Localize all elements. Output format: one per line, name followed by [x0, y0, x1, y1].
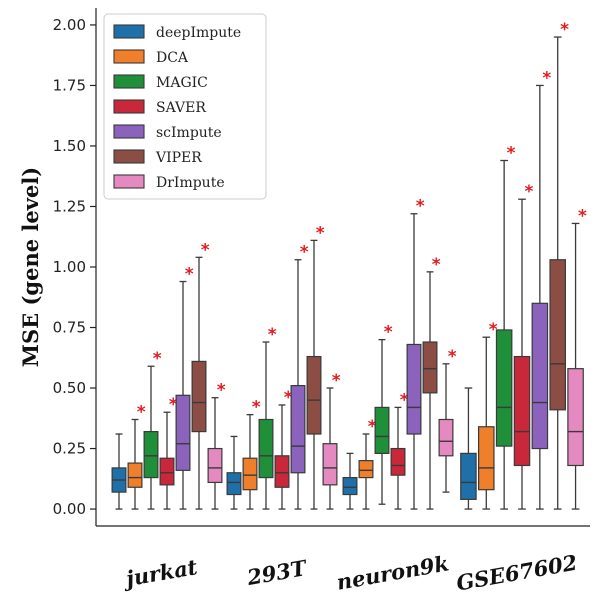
- significance-star: *: [316, 223, 325, 243]
- box-VIPER-293T: [306, 355, 322, 435]
- significance-star: *: [300, 243, 309, 263]
- x-category-label: neuron9k: [335, 550, 451, 594]
- legend-entry: DrImpute: [156, 175, 225, 191]
- box-MAGIC-neuron9k: [374, 406, 390, 454]
- significance-star: *: [448, 347, 457, 367]
- significance-star: *: [507, 143, 516, 163]
- box-scImpute-neuron9k: [406, 343, 422, 435]
- x-category-label: 293T: [244, 555, 309, 590]
- significance-star: *: [284, 388, 293, 408]
- significance-star: *: [368, 417, 377, 437]
- legend: deepImpute DCA MAGIC SAVER scImpute VIPER DrIm…: [103, 13, 267, 200]
- significance-star: *: [524, 182, 533, 202]
- box-deepImpute-neuron9k: [342, 476, 358, 496]
- box-VIPER-GSE67602: [549, 259, 566, 411]
- box-SAVER-neuron9k: [390, 447, 406, 476]
- legend-swatch: [113, 124, 145, 139]
- y-tick-label: 2.00: [53, 16, 86, 34]
- box-MAGIC-jurkat: [143, 430, 159, 479]
- legend-swatch: [113, 49, 145, 64]
- x-category-labels: jurkat 293T neuron9k GSE67602: [120, 550, 579, 596]
- legend-swatch: [113, 99, 145, 114]
- boxes: * * * * * * * * * * * * * * * * * * * * * * * *: [111, 20, 587, 510]
- box-MAGIC-GSE67602: [495, 329, 513, 447]
- box-SAVER-jurkat: [159, 457, 175, 486]
- box-DrImpute-GSE67602: [567, 368, 584, 467]
- y-tick-label: 0.50: [53, 379, 86, 397]
- y-tick-label: 0.00: [53, 500, 86, 518]
- box-SAVER-GSE67602: [513, 355, 531, 467]
- box-DCA-neuron9k: [358, 460, 374, 479]
- significance-star: *: [560, 20, 569, 40]
- significance-star: *: [384, 323, 393, 343]
- significance-star: *: [489, 320, 498, 340]
- significance-star: *: [416, 197, 425, 217]
- box-scImpute-293T: [290, 385, 306, 474]
- box-VIPER-neuron9k: [422, 341, 438, 394]
- significance-star: *: [332, 371, 341, 391]
- box-DCA-GSE67602: [478, 426, 495, 491]
- legend-swatch: [113, 174, 145, 189]
- legend-swatch: [113, 24, 145, 39]
- box-deepImpute-293T: [226, 472, 242, 496]
- significance-star: *: [400, 390, 409, 410]
- x-category-label: GSE67602: [454, 550, 579, 596]
- significance-star: *: [201, 240, 210, 260]
- box-scImpute-jurkat: [175, 394, 191, 471]
- box-SAVER-293T: [274, 455, 290, 488]
- box-scImpute-GSE67602: [531, 302, 549, 450]
- y-tick-label: 0.25: [53, 440, 86, 458]
- significance-star: *: [137, 402, 146, 422]
- box-MAGIC-293T: [258, 418, 274, 479]
- legend-entry: scImpute: [156, 125, 222, 141]
- legend-entry: DCA: [156, 50, 189, 66]
- y-tick-label: 1.00: [53, 258, 86, 276]
- box-DrImpute-293T: [322, 443, 338, 486]
- legend-entry: VIPER: [155, 150, 202, 166]
- box-VIPER-jurkat: [191, 360, 207, 433]
- significance-star: *: [268, 325, 277, 345]
- significance-star: *: [153, 349, 162, 369]
- legend-swatch: [113, 149, 145, 164]
- significance-star: *: [217, 381, 226, 401]
- y-tick-label: 1.50: [53, 137, 86, 155]
- box-DrImpute-neuron9k: [438, 418, 454, 457]
- y-tick-label: 1.75: [53, 76, 86, 94]
- significance-star: *: [542, 68, 551, 88]
- significance-star: *: [578, 206, 587, 226]
- significance-star: *: [169, 395, 178, 415]
- legend-entry: SAVER: [156, 100, 206, 116]
- legend-entry: MAGIC: [156, 75, 208, 91]
- box-DCA-293T: [242, 457, 258, 491]
- x-category-label: jurkat: [120, 554, 199, 592]
- box-deepImpute-GSE67602: [460, 452, 477, 500]
- y-tick-label: 1.25: [53, 197, 86, 215]
- box-DrImpute-jurkat: [207, 447, 223, 484]
- y-ticks: 0.00 0.25 0.50 0.75 1.00 1.25 1.50 1.75 2.00: [53, 16, 96, 518]
- y-axis-label: MSE (gene level): [18, 167, 43, 367]
- legend-swatch: [113, 74, 145, 89]
- box-DCA-jurkat: [127, 462, 143, 488]
- legend-entry: deepImpute: [156, 25, 241, 41]
- significance-star: *: [432, 255, 441, 275]
- significance-star: *: [185, 265, 194, 285]
- significance-star: *: [252, 398, 261, 418]
- y-tick-label: 0.75: [53, 319, 86, 337]
